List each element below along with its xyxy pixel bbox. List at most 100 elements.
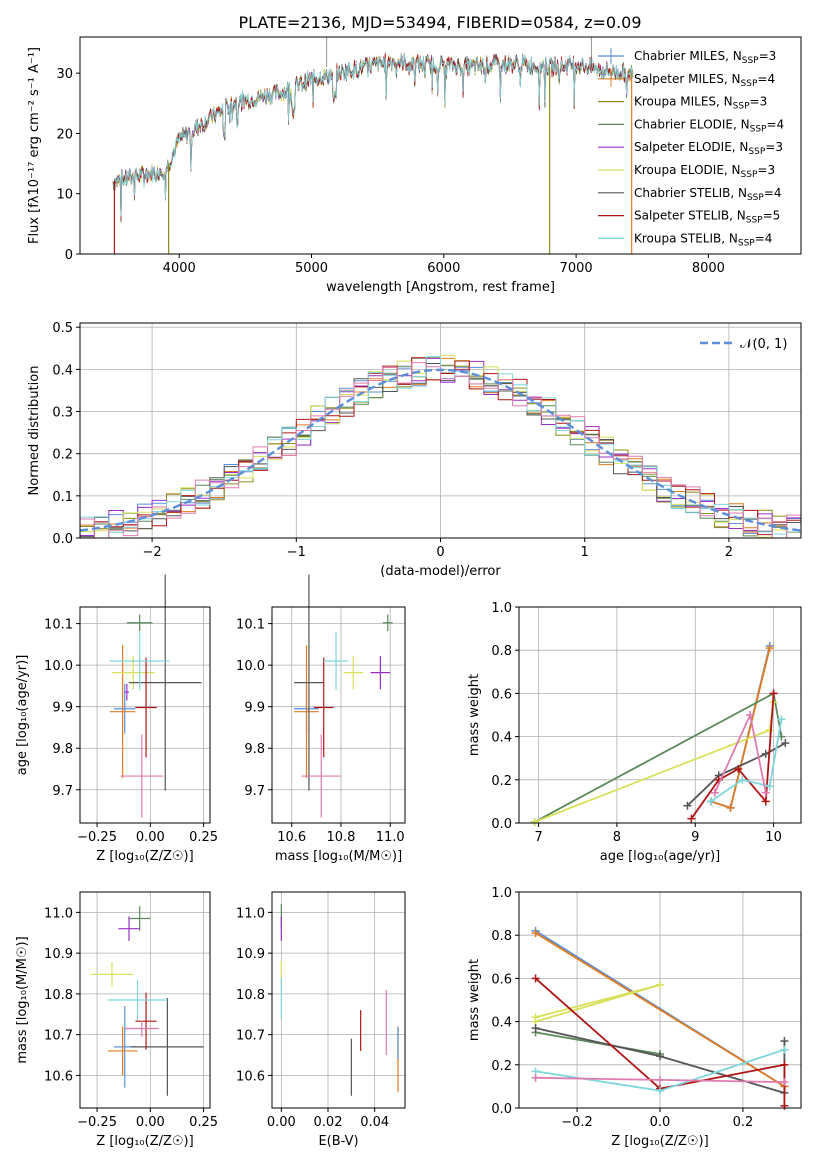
x-tick-label: 0.04	[360, 1115, 389, 1130]
spectrum-line	[112, 53, 634, 221]
spectrum-line	[112, 53, 634, 223]
mass-weight-line	[534, 701, 775, 823]
legend-subscript: SSP	[750, 124, 767, 134]
x-tick-label: 11.0	[376, 830, 405, 845]
y-tick-label: 20	[56, 127, 73, 142]
y-tick-label: 0.4	[491, 1016, 512, 1031]
histogram-steps	[80, 362, 801, 539]
y-tick-label: 10.0	[44, 659, 73, 674]
x-axis-label: Z [log₁₀(Z/Z☉)]	[96, 1134, 193, 1149]
x-tick-label: 0.0	[650, 1115, 671, 1130]
y-tick-label: 30	[56, 67, 73, 82]
x-axis-label: (data-model)/error	[380, 564, 501, 579]
legend-label: Kroupa STELIB, NSSP=4	[634, 231, 772, 248]
axes-frame	[79, 891, 211, 1109]
legend-label: Chabrier ELODIE, NSSP=4	[634, 117, 784, 134]
y-axis-label: Flux [fλ10⁻¹⁷ erg cm⁻² s⁻¹ A⁻¹]	[27, 47, 42, 244]
legend-suffix: =3	[765, 140, 783, 154]
y-tick-label: 0.0	[52, 532, 73, 547]
y-tick-label: 0.1	[52, 490, 73, 505]
y-tick-label: 11.0	[44, 906, 73, 921]
y-tick-label: 0.2	[491, 774, 512, 789]
x-tick-label: 0	[436, 545, 444, 560]
y-tick-label: 9.9	[52, 701, 73, 716]
spectrum-panel: 4000 5000 6000 7000 8000 0 10 20 30 wavelength [A…	[27, 36, 802, 295]
x-tick-label: 0.25	[189, 830, 218, 845]
legend-suffix: =4	[757, 72, 775, 86]
legend-subscript: SSP	[742, 56, 759, 66]
mass-weight-line	[535, 932, 785, 1088]
y-tick-label: 11.0	[236, 906, 265, 921]
x-tick-label: −0.2	[561, 1115, 593, 1130]
legend-suffix: =3	[757, 163, 775, 177]
y-axis-label: Normed distribution	[27, 366, 42, 496]
y-tick-label: 9.7	[244, 784, 265, 799]
legend-text: Salpeter MILES, N	[634, 72, 741, 86]
y-tick-label: 0.3	[52, 406, 73, 421]
y-tick-label: 1.0	[491, 601, 512, 616]
x-tick-label: 0.00	[136, 830, 165, 845]
y-tick-label: 0.6	[491, 687, 512, 702]
y-tick-label: 9.8	[244, 742, 265, 757]
histogram-steps	[80, 354, 801, 539]
mass-weight-line	[535, 984, 661, 1023]
spectrum-line	[112, 53, 634, 217]
y-tick-label: 10.8	[236, 988, 265, 1003]
x-tick-label: 2	[725, 545, 733, 560]
y-tick-label: 9.7	[52, 784, 73, 799]
y-tick-label: 0	[65, 248, 73, 263]
axes-frame	[79, 322, 802, 539]
x-tick-label: 0.2	[733, 1115, 754, 1130]
y-tick-label: 10.7	[44, 1029, 73, 1044]
age-vs-mass-panel: 10.6 10.8 11.0 9.7 9.8 9.9 10.0 10.1 mass [log₁₀…	[236, 574, 406, 864]
spectrum-line	[112, 53, 634, 218]
legend-subscript: SSP	[747, 193, 764, 203]
spectrum-line	[112, 53, 634, 217]
y-tick-label: 9.9	[244, 701, 265, 716]
spectrum-line	[112, 53, 634, 221]
x-tick-label: 10	[765, 830, 782, 845]
legend-label: Chabrier STELIB, NSSP=4	[634, 186, 782, 203]
y-tick-label: 10.9	[44, 947, 73, 962]
legend-text: Chabrier MILES, N	[634, 49, 742, 63]
figure-title: PLATE=2136, MJD=53494, FIBERID=0584, z=0…	[238, 13, 641, 32]
mass-weight-line	[535, 1031, 661, 1055]
legend-suffix: =3	[750, 95, 768, 109]
y-tick-label: 9.8	[52, 742, 73, 757]
x-tick-label: 10.8	[326, 830, 355, 845]
legend-text: Chabrier ELODIE, N	[634, 117, 750, 131]
axes-frame	[79, 36, 802, 255]
axes-frame	[518, 606, 802, 824]
y-tick-label: 10.0	[236, 659, 265, 674]
x-tick-label: −0.25	[77, 830, 117, 845]
legend-text: Kroupa ELODIE, N	[634, 163, 741, 177]
legend-text: Chabrier STELIB, N	[634, 186, 747, 200]
x-axis-label: mass [log₁₀(M/M☉)]	[275, 849, 402, 864]
age-vs-Z-panel: −0.25 0.00 0.25 9.7 9.8 9.9 10.0 10.1 Z [log₁₀(Z…	[15, 574, 218, 864]
x-tick-label: 10.6	[277, 830, 306, 845]
mass-weight-vs-Z-panel: −0.2 0.0 0.2 0.0 0.2 0.4 0.6 0.8 1.0 Z [log₁₀(Z/Z…	[467, 886, 802, 1149]
mass-vs-ebv-panel: 0.00 0.02 0.04 10.6 10.7 10.8 10.9 11.0 E(B-V)	[236, 891, 406, 1149]
y-tick-label: 1.0	[491, 886, 512, 901]
spectrum-line	[112, 52, 634, 221]
x-tick-label: 0.00	[136, 1115, 165, 1130]
x-tick-label: −2	[143, 545, 162, 560]
y-axis-label: mass [log₁₀(M/M☉)]	[15, 936, 30, 1063]
gaussian-curve	[79, 368, 802, 532]
x-tick-label: 8	[613, 830, 621, 845]
mass-weight-line	[710, 719, 783, 803]
residuals-panel: −2 −1 0 1 2 0.0 0.1 0.2 0.3 0.4 0.5 (data-model)/er…	[27, 321, 802, 579]
y-tick-label: 0.6	[491, 972, 512, 987]
axes-frame	[271, 891, 406, 1109]
legend-text: Kroupa STELIB, N	[634, 231, 738, 245]
y-tick-label: 0.4	[52, 363, 73, 378]
legend-subscript: SSP	[748, 147, 765, 157]
legend-label: Kroupa ELODIE, NSSP=3	[634, 163, 775, 180]
y-tick-label: 0.0	[491, 1102, 512, 1117]
legend-label: Salpeter STELIB, NSSP=5	[634, 209, 780, 226]
legend-subscript: SSP	[733, 102, 750, 112]
x-tick-label: 4000	[163, 261, 196, 276]
y-tick-label: 0.2	[491, 1059, 512, 1074]
y-tick-label: 10.6	[44, 1069, 73, 1084]
